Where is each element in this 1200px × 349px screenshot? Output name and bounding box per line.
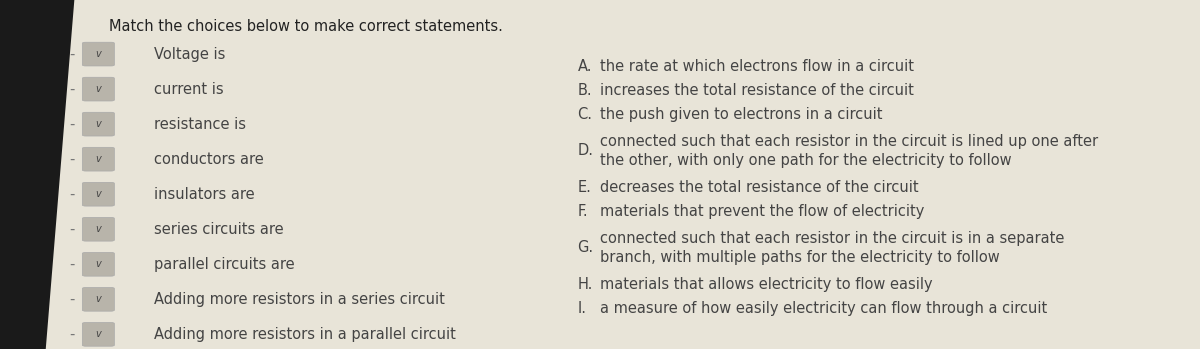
Text: Adding more resistors in a series circuit: Adding more resistors in a series circui… bbox=[155, 292, 445, 307]
Text: -: - bbox=[70, 292, 74, 307]
Text: insulators are: insulators are bbox=[155, 187, 256, 202]
Polygon shape bbox=[0, 0, 74, 349]
Text: v: v bbox=[96, 329, 101, 339]
Text: v: v bbox=[96, 294, 101, 304]
Text: H.: H. bbox=[577, 276, 593, 291]
Text: -: - bbox=[70, 327, 74, 342]
Text: B.: B. bbox=[577, 83, 592, 98]
Text: v: v bbox=[96, 224, 101, 234]
Text: F.: F. bbox=[577, 204, 588, 219]
Text: -: - bbox=[70, 257, 74, 272]
Text: series circuits are: series circuits are bbox=[155, 222, 284, 237]
Text: -: - bbox=[70, 117, 74, 132]
Text: -: - bbox=[70, 187, 74, 202]
Text: the rate at which electrons flow in a circuit: the rate at which electrons flow in a ci… bbox=[600, 59, 914, 74]
Text: v: v bbox=[96, 259, 101, 269]
Text: A.: A. bbox=[577, 59, 592, 74]
Text: D.: D. bbox=[577, 143, 594, 158]
Text: connected such that each resistor in the circuit is lined up one after
the other: connected such that each resistor in the… bbox=[600, 134, 1098, 168]
Text: -: - bbox=[70, 82, 74, 97]
Text: Match the choices below to make correct statements.: Match the choices below to make correct … bbox=[109, 19, 503, 34]
Text: v: v bbox=[96, 84, 101, 94]
Text: v: v bbox=[96, 119, 101, 129]
Text: I.: I. bbox=[577, 301, 587, 316]
FancyBboxPatch shape bbox=[83, 322, 114, 346]
Text: connected such that each resistor in the circuit is in a separate
branch, with m: connected such that each resistor in the… bbox=[600, 231, 1064, 265]
Text: v: v bbox=[96, 154, 101, 164]
FancyBboxPatch shape bbox=[83, 147, 114, 171]
Text: Voltage is: Voltage is bbox=[155, 47, 226, 61]
FancyBboxPatch shape bbox=[83, 217, 114, 241]
Text: -: - bbox=[70, 152, 74, 167]
Text: -: - bbox=[70, 47, 74, 61]
Text: a measure of how easily electricity can flow through a circuit: a measure of how easily electricity can … bbox=[600, 301, 1048, 316]
FancyBboxPatch shape bbox=[83, 183, 114, 206]
Text: parallel circuits are: parallel circuits are bbox=[155, 257, 295, 272]
FancyBboxPatch shape bbox=[83, 112, 114, 136]
Text: conductors are: conductors are bbox=[155, 152, 264, 167]
Text: current is: current is bbox=[155, 82, 224, 97]
FancyBboxPatch shape bbox=[83, 288, 114, 311]
Text: Adding more resistors in a parallel circuit: Adding more resistors in a parallel circ… bbox=[155, 327, 456, 342]
Text: materials that prevent the flow of electricity: materials that prevent the flow of elect… bbox=[600, 204, 925, 219]
Text: G.: G. bbox=[577, 240, 594, 255]
Text: increases the total resistance of the circuit: increases the total resistance of the ci… bbox=[600, 83, 914, 98]
Text: materials that allows electricity to flow easily: materials that allows electricity to flo… bbox=[600, 276, 934, 291]
Text: C.: C. bbox=[577, 107, 593, 122]
FancyBboxPatch shape bbox=[83, 77, 114, 101]
Text: E.: E. bbox=[577, 180, 592, 195]
Text: v: v bbox=[96, 189, 101, 199]
FancyBboxPatch shape bbox=[83, 42, 114, 66]
Text: -: - bbox=[70, 222, 74, 237]
Text: the push given to electrons in a circuit: the push given to electrons in a circuit bbox=[600, 107, 883, 122]
Text: v: v bbox=[96, 49, 101, 59]
Text: resistance is: resistance is bbox=[155, 117, 246, 132]
Text: decreases the total resistance of the circuit: decreases the total resistance of the ci… bbox=[600, 180, 919, 195]
FancyBboxPatch shape bbox=[83, 252, 114, 276]
